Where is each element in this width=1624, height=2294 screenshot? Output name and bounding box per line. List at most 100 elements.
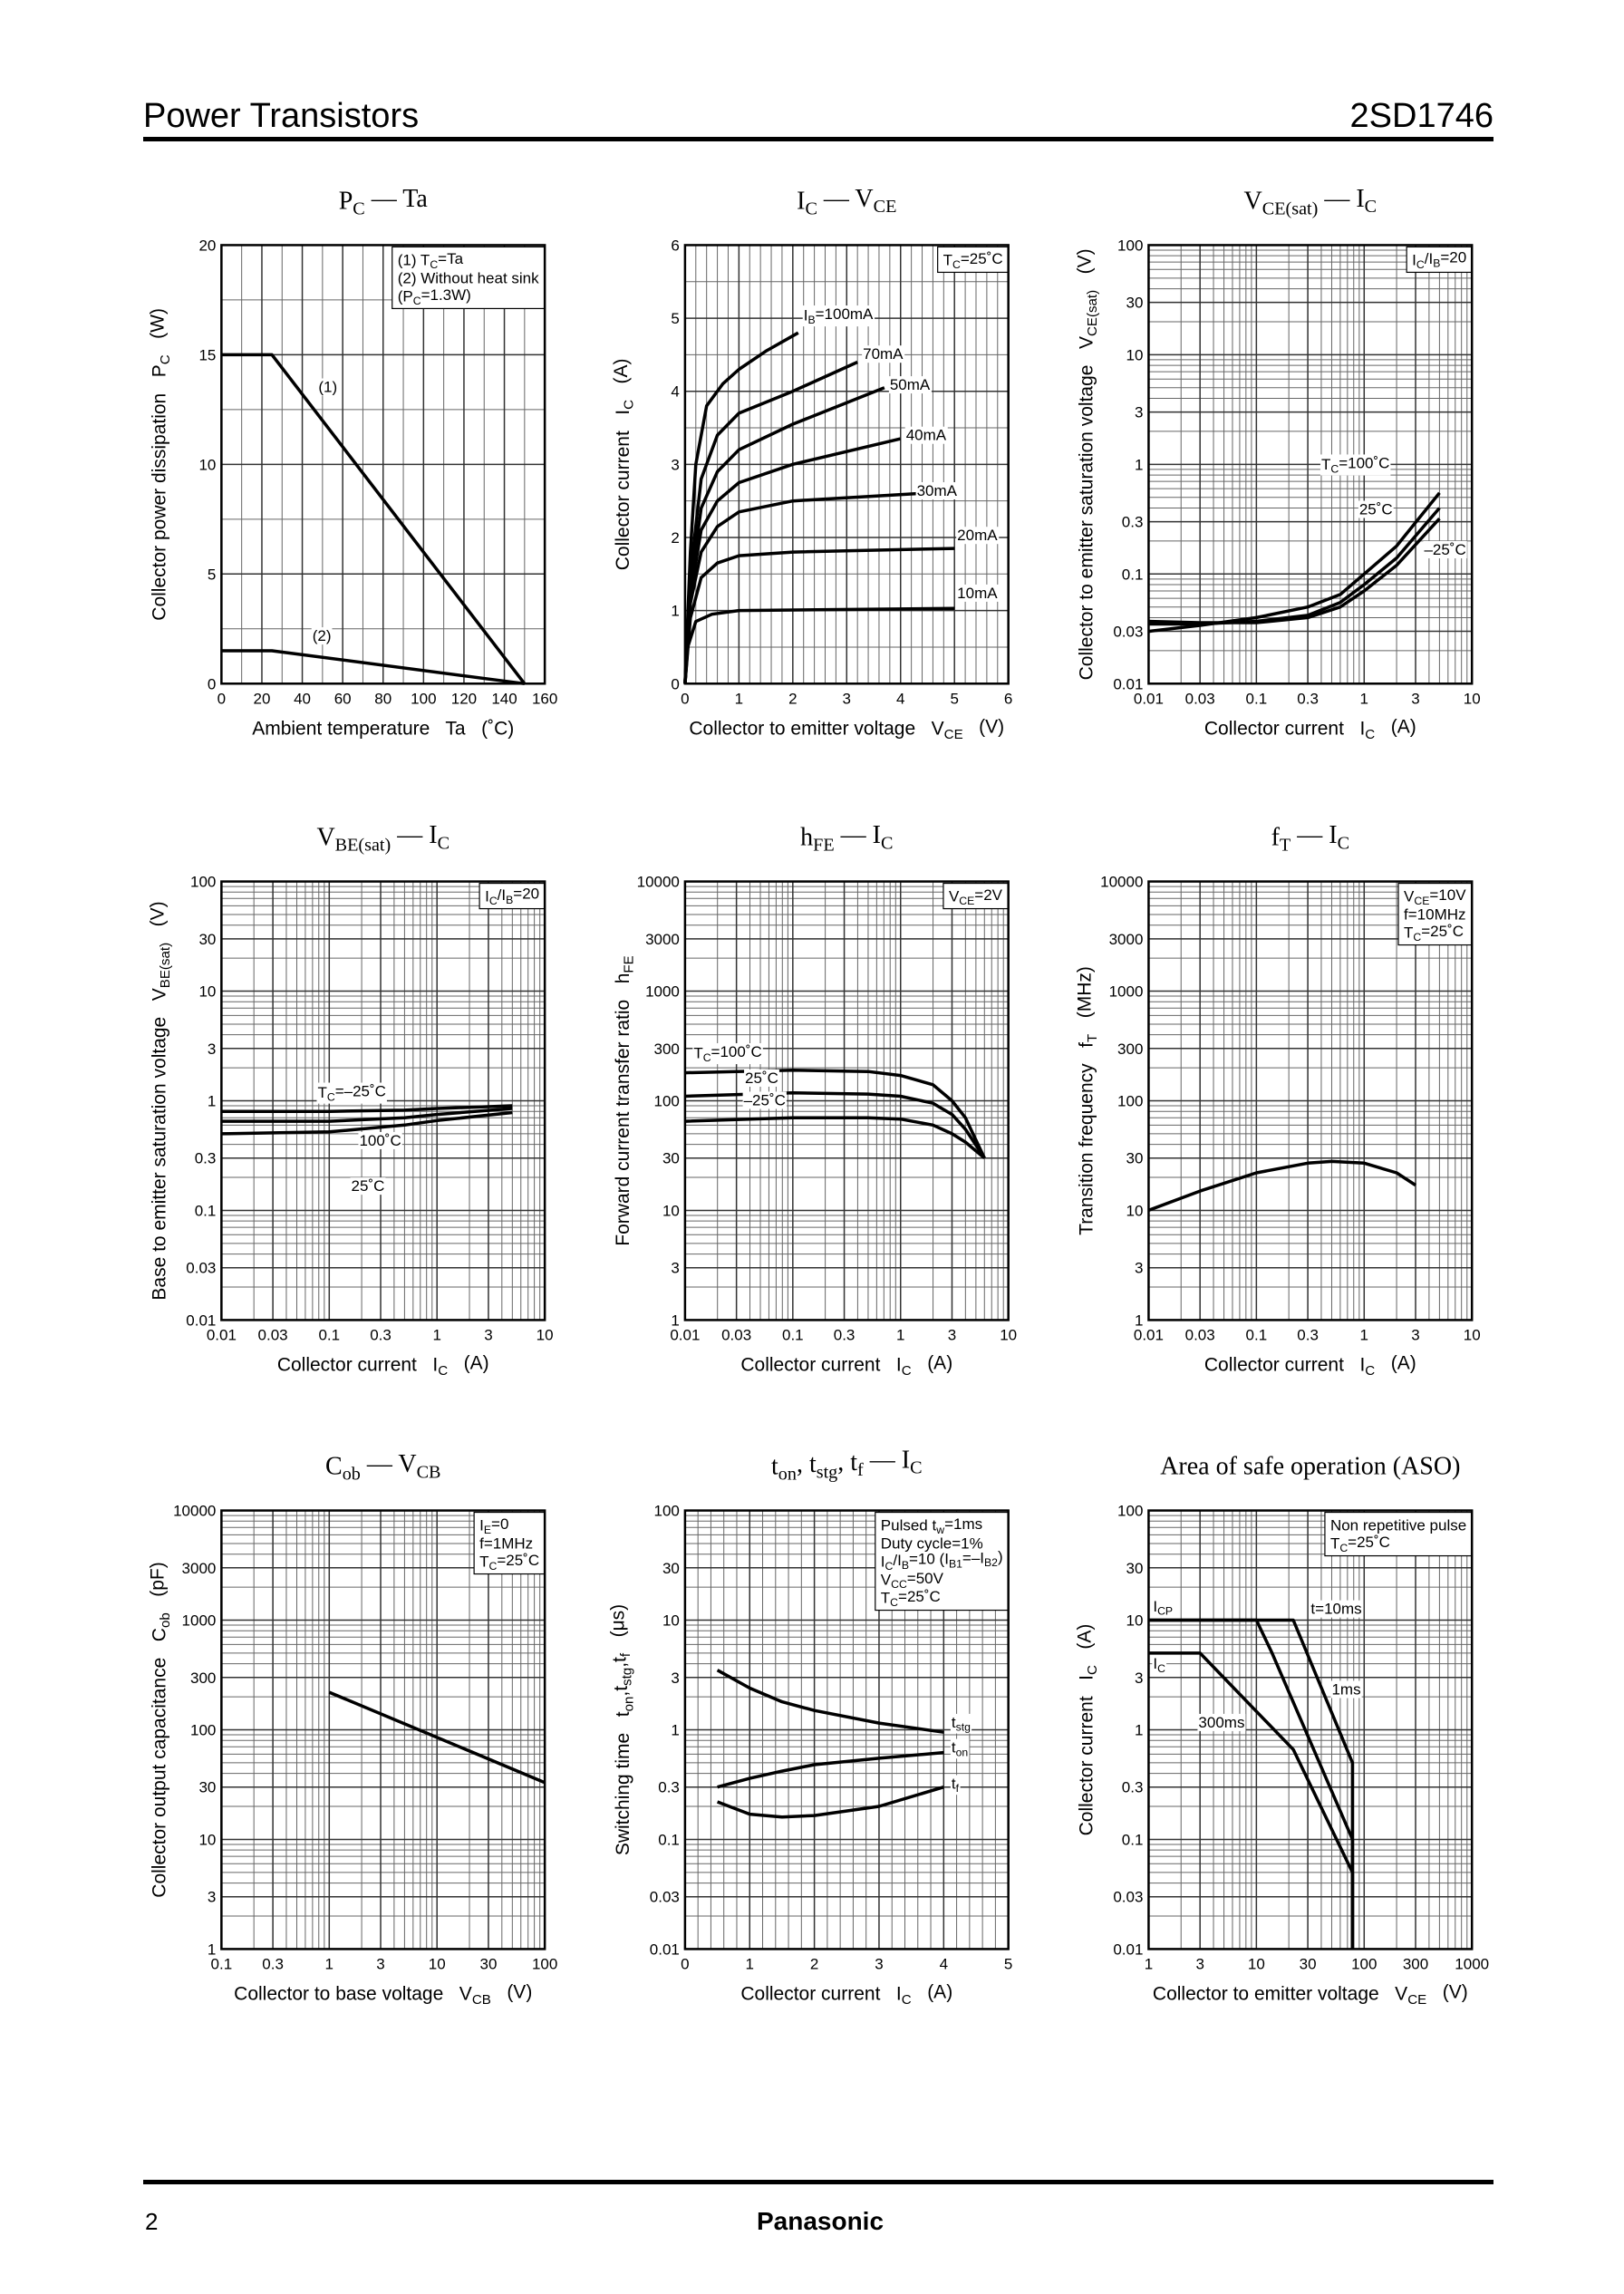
note-line: f=10MHz — [1404, 906, 1466, 924]
text-part: I — [1412, 251, 1416, 268]
text-part: =0 — [491, 1515, 508, 1533]
text-part: ,t — [611, 1686, 632, 1697]
x-axis-label: Collector current IC (A) — [277, 1353, 489, 1379]
text-part: B — [1433, 257, 1440, 270]
chart-title: PC — Ta — [339, 185, 429, 218]
curve — [683, 491, 917, 684]
y-tick-label: 1 — [1135, 456, 1143, 473]
text-part: T — [943, 251, 952, 268]
chart-title: VBE(sat) — IC — [316, 821, 450, 855]
text-part: V — [1244, 187, 1262, 215]
x-tick-label: 2 — [788, 690, 797, 707]
text-part: (P — [398, 287, 413, 305]
text-part: (A) — [1375, 1353, 1416, 1374]
y-axis-label: Transition frequency fT (MHz) — [1075, 966, 1100, 1235]
x-axis-label: Collector current IC (A) — [1204, 1353, 1416, 1379]
text-part: ,t — [609, 1657, 630, 1668]
text-part: Duty cycle=1% — [881, 1535, 983, 1553]
text-part: =–I — [962, 1549, 984, 1566]
text-part: C — [413, 295, 421, 307]
y-tick-label: 100 — [654, 1503, 680, 1520]
chart-title: fT — IC — [1271, 821, 1349, 855]
x-tick-label: 100 — [1351, 1955, 1377, 1972]
note-line: Duty cycle=1% — [881, 1535, 983, 1553]
note-line: TC=25˚C — [1404, 923, 1464, 944]
curve — [221, 1110, 513, 1136]
text-part: f — [1271, 824, 1281, 852]
x-tick-label: 0.3 — [1297, 1326, 1319, 1343]
y-tick-label: 2 — [671, 529, 679, 547]
text-part: =25˚C — [1348, 1534, 1390, 1551]
y-tick-label: 10 — [662, 1612, 680, 1630]
text-part: C — [902, 1363, 912, 1379]
text-part: f — [618, 1652, 633, 1657]
label-bg — [744, 1069, 779, 1087]
text-part: CP — [1157, 1605, 1173, 1618]
text-part: (pF) — [148, 1562, 169, 1612]
text-part: =100mA — [816, 305, 874, 323]
note-line: IE=0 — [479, 1515, 508, 1536]
text-part: Non repetitive pulse — [1330, 1517, 1466, 1534]
text-part: C — [1365, 197, 1377, 217]
y-tick-label: 30 — [198, 931, 216, 948]
label-bg — [915, 482, 959, 500]
label-bg — [950, 1775, 961, 1796]
text-part: T — [881, 1590, 890, 1607]
text-part: =25˚C — [1421, 923, 1464, 940]
text-part: (W) — [148, 308, 169, 354]
curve — [683, 331, 799, 684]
note-box: (1) TC=Ta(2) Without heat sink(PC=1.3W) — [392, 246, 546, 310]
x-tick-label: 0.3 — [370, 1326, 392, 1343]
y-tick-label: 1 — [1135, 1721, 1143, 1738]
part-number: 2SD1746 — [1350, 97, 1494, 135]
text-part: =25˚C — [497, 1552, 539, 1569]
curve-label: –25˚C — [1424, 541, 1465, 558]
text-part: C — [438, 1363, 448, 1379]
note-box: IC/IB=20 — [478, 882, 546, 910]
plot-frame — [683, 244, 1010, 685]
text-part: /I — [1425, 250, 1433, 267]
text-part: Collector to base voltage V — [234, 1983, 472, 2004]
y-tick-label: 300 — [1117, 1041, 1143, 1058]
curve-label: tf — [952, 1776, 960, 1796]
y-tick-label: 0 — [208, 675, 216, 692]
curve-label: 25˚C — [352, 1177, 385, 1195]
x-tick-label: 10 — [536, 1326, 554, 1343]
text-part: Collector to emitter voltage V — [1153, 1983, 1407, 2004]
text-part: T — [317, 1084, 326, 1101]
curve — [717, 1750, 944, 1789]
text-part: =20 — [513, 886, 539, 903]
y-tick-label: 1 — [671, 1721, 679, 1738]
text-part: Collector current I — [277, 1354, 438, 1375]
y-tick-label: 100 — [190, 1721, 216, 1738]
y-tick-label: 3 — [1135, 404, 1143, 421]
text-part: =25˚C — [898, 1588, 941, 1605]
note-line: IC/IB=20 — [1412, 249, 1466, 272]
curve-label: 10mA — [957, 585, 998, 602]
note-line: (1) TC=Ta — [398, 250, 464, 271]
text-part: 25˚C — [745, 1070, 778, 1087]
plot-frame — [1147, 1509, 1474, 1950]
y-tick-label: 30 — [662, 1150, 680, 1167]
text-part: (MHz) — [1075, 966, 1096, 1034]
y-axis-label: Switching time ton,tstg,tf (μs) — [608, 1604, 637, 1855]
plot-frame — [683, 880, 1010, 1321]
curve — [221, 649, 526, 686]
chart: 0.1 0.3 1 3 10 30 100 1 3 10 30 100 300 1000 3000 10000… — [148, 1450, 558, 2008]
label-bg — [316, 1082, 387, 1104]
label-bg — [1197, 1713, 1246, 1731]
x-axis-label: Collector current IC (A) — [1204, 717, 1416, 742]
y-tick-label: 3 — [208, 1041, 216, 1058]
text-part: C — [1085, 1665, 1100, 1675]
y-tick-label: 30 — [1126, 295, 1144, 312]
y-tick-label: 10000 — [1100, 874, 1143, 891]
text-part: f=10MHz — [1404, 906, 1466, 924]
x-tick-label: 3 — [1411, 690, 1419, 707]
curve — [684, 1116, 986, 1160]
x-axis-label: Ambient temperature Ta (˚C) — [252, 718, 514, 739]
chart-title: Cob — VCB — [325, 1450, 440, 1484]
y-axis-label: Collector current IC (A) — [611, 358, 636, 570]
